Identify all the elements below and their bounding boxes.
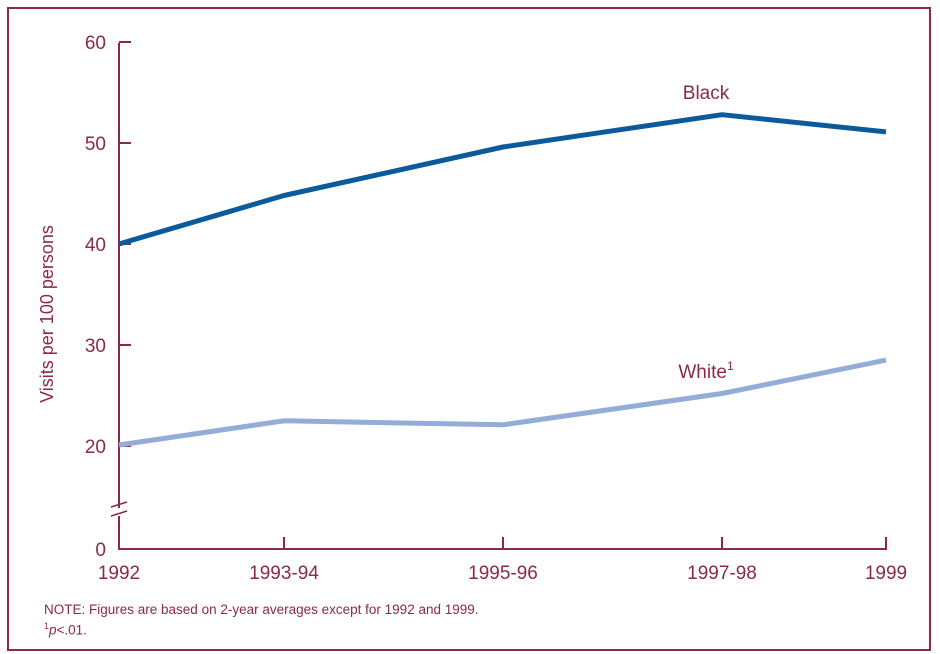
note-line: NOTE: Figures are based on 2-year averag… (44, 602, 479, 617)
footnote: 1p<.01. (44, 618, 479, 639)
series-label-white: White1 (678, 359, 734, 383)
series-lines (118, 112, 887, 448)
y-axis-label: Visits per 100 persons (37, 225, 57, 403)
y-tick-label: 0 (95, 540, 106, 561)
x-tick-label: 1997-98 (687, 563, 757, 584)
axes: 0 20 30 40 50 60 1992 1993-94 1995-96 1997-98 1999 (85, 33, 907, 584)
footnote-mark: 1 (44, 621, 50, 631)
x-tick-label: 1995-96 (468, 563, 538, 584)
y-tick-label: 30 (85, 336, 106, 357)
series-labels: Black White1 (678, 83, 734, 383)
chart-frame (7, 7, 931, 651)
footnote-p: p (49, 622, 57, 638)
y-tick-label: 20 (85, 437, 106, 458)
chart-note: NOTE: Figures are based on 2-year averag… (44, 601, 479, 639)
x-tick-label: 1992 (98, 563, 140, 584)
footnote-text: <.01. (56, 622, 87, 638)
series-label-black: Black (683, 83, 730, 104)
y-tick-label: 40 (85, 235, 106, 256)
x-tick-label: 1999 (865, 563, 907, 584)
series-line-white (118, 357, 887, 448)
series-label-sup: 1 (727, 359, 734, 373)
y-tick-label: 50 (85, 134, 106, 155)
y-tick-label: 60 (85, 33, 106, 54)
axis-break-mark (110, 501, 128, 508)
axis-break-mark (110, 510, 128, 517)
x-tick-label: 1993-94 (249, 563, 319, 584)
series-line-black (118, 112, 887, 247)
